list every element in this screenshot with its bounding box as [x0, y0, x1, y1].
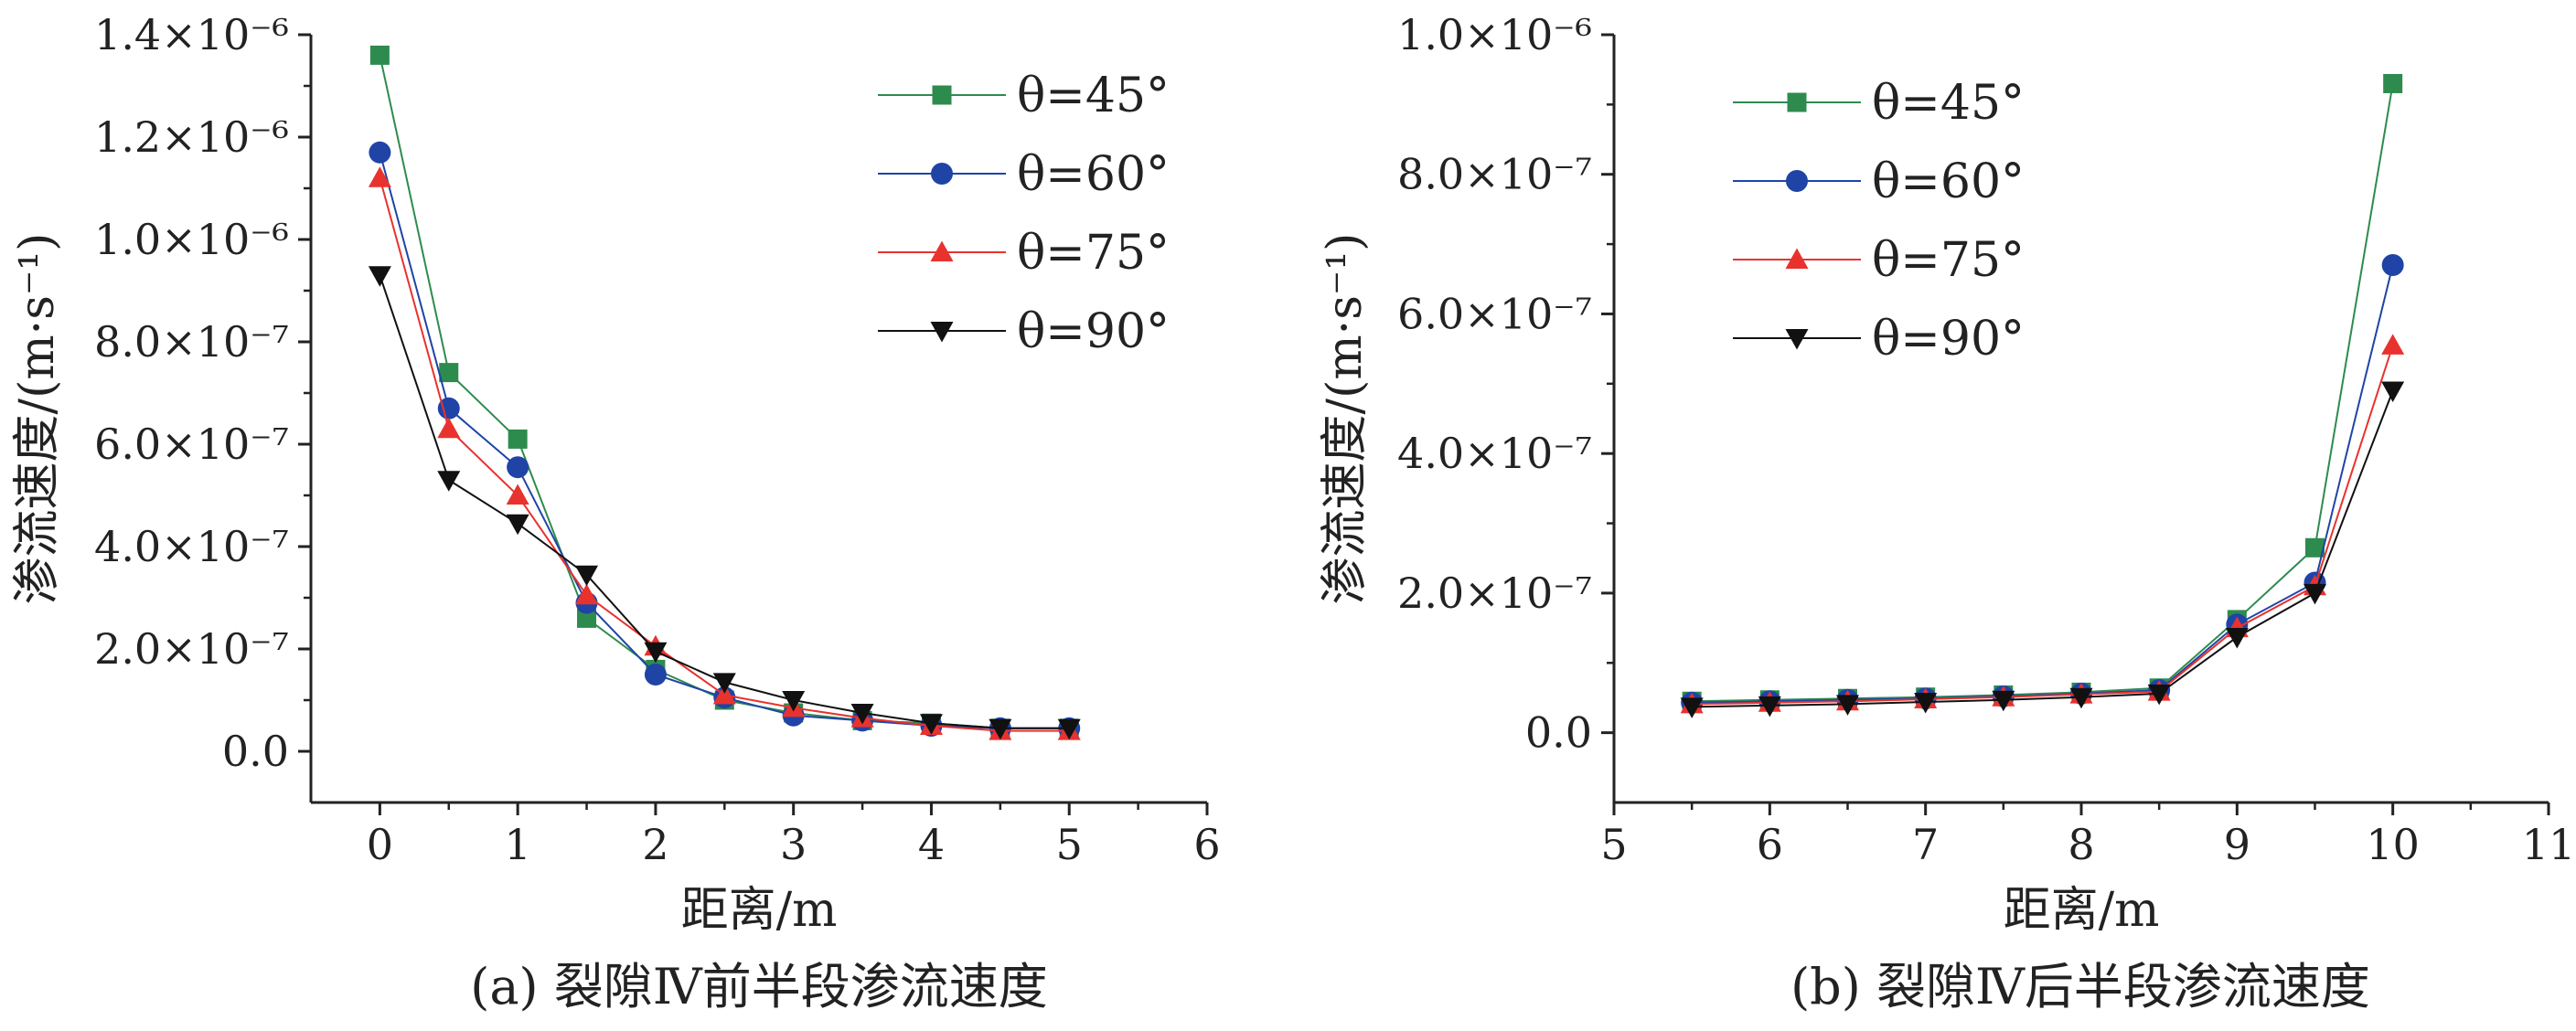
chart-b: 5 6 7 8 9 10 11 0.0 2.0×10⁻⁷ 4.0×10⁻⁷ 6.0×10⁻⁷ 8.0×…	[1318, 10, 2575, 1015]
y-axis-title: 渗流速度/(m·s⁻¹)	[10, 233, 65, 605]
legend-marker	[1785, 248, 1809, 269]
x-tick-label: 6	[1193, 820, 1220, 869]
data-point-series-0	[369, 45, 390, 65]
figure-caption: (b) 裂隙Ⅳ后半段渗流速度	[1790, 958, 2370, 1015]
data-point-series-3	[1836, 695, 1859, 716]
x-tick-label: 9	[2224, 820, 2250, 869]
data-point-series-3	[437, 471, 461, 492]
series-line-2	[1692, 345, 2394, 706]
data-point-series-3	[1758, 696, 1781, 717]
legend-label: θ=75°	[1872, 233, 2025, 288]
legend-label: θ=60°	[1872, 154, 2025, 209]
x-tick-label: 8	[2068, 820, 2094, 869]
data-point-series-2	[506, 484, 529, 505]
data-point-series-0	[2383, 73, 2403, 93]
data-point-series-2	[712, 683, 736, 705]
data-point-series-3	[1914, 693, 1938, 714]
data-point-series-2	[575, 583, 599, 605]
x-tick-label: 10	[2366, 820, 2420, 869]
x-tick-label: 7	[1912, 820, 1939, 869]
data-point-series-3	[2225, 628, 2249, 649]
legend-marker	[931, 163, 953, 185]
legend-label: θ=75°	[1017, 226, 1170, 281]
data-point-series-3	[2069, 687, 2093, 709]
data-point-series-2	[368, 166, 391, 187]
series-line-3	[379, 274, 1070, 729]
data-point-series-3	[506, 514, 529, 536]
x-tick-label: 3	[780, 820, 807, 869]
series-line-3	[1692, 390, 2394, 708]
data-point-series-1	[369, 141, 391, 164]
y-tick-label: 2.0×10⁻⁷	[1397, 569, 1592, 618]
data-point-series-2	[437, 417, 461, 439]
legend-label: θ=60°	[1017, 147, 1170, 202]
data-point-series-0	[577, 608, 597, 628]
legend-marker	[1785, 329, 1809, 350]
x-tick-label: 6	[1757, 820, 1783, 869]
y-tick-label: 4.0×10⁻⁷	[94, 522, 289, 571]
y-tick-label: 2.0×10⁻⁷	[94, 624, 289, 674]
data-point-series-1	[437, 397, 460, 420]
data-point-series-1	[507, 456, 529, 479]
legend-marker	[932, 85, 952, 105]
legend-label: θ=90°	[1872, 312, 2025, 367]
x-tick-label: 2	[642, 820, 668, 869]
data-point-series-3	[575, 565, 599, 587]
data-point-series-3	[2147, 684, 2171, 706]
x-tick-label: 0	[367, 820, 393, 869]
legend-marker	[1787, 92, 1807, 112]
y-tick-label: 0.0	[1525, 708, 1592, 758]
data-point-series-3	[368, 266, 391, 287]
y-tick-label: 8.0×10⁻⁷	[1397, 150, 1592, 199]
data-point-series-0	[439, 363, 459, 383]
legend-label: θ=45°	[1017, 69, 1170, 123]
y-axis-title: 渗流速度/(m·s⁻¹)	[1318, 233, 1373, 605]
data-point-series-3	[644, 642, 668, 664]
data-point-series-3	[1992, 690, 2015, 712]
series-line-1	[379, 152, 1070, 729]
y-tick-label: 1.0×10⁻⁶	[1397, 10, 1592, 59]
legend-marker	[930, 240, 954, 261]
x-axis-title: 距离/m	[2004, 883, 2160, 938]
x-tick-label: 4	[918, 820, 945, 869]
data-point-series-3	[712, 673, 736, 694]
legend-marker	[930, 322, 954, 343]
legend-label: θ=45°	[1872, 76, 2025, 131]
y-tick-label: 4.0×10⁻⁷	[1397, 429, 1592, 478]
data-point-series-3	[989, 718, 1012, 740]
x-tick-label: 11	[2522, 820, 2576, 869]
x-tick-label: 5	[1600, 820, 1627, 869]
series-line-0	[1692, 83, 2394, 703]
data-point-series-3	[1057, 718, 1081, 740]
series-line-2	[379, 177, 1070, 732]
y-tick-label: 1.4×10⁻⁶	[94, 10, 289, 59]
data-point-series-1	[2381, 254, 2404, 276]
data-point-series-3	[850, 704, 874, 725]
figure-caption: (a) 裂隙Ⅳ前半段渗流速度	[470, 958, 1047, 1015]
data-point-series-3	[919, 714, 943, 735]
data-point-series-0	[508, 429, 528, 449]
x-axis-title: 距离/m	[681, 883, 838, 938]
y-tick-label: 1.0×10⁻⁶	[94, 215, 289, 264]
data-point-series-3	[782, 691, 806, 712]
chart-a: 0 1 2 3 4 5 6 0.0 2.0×10⁻⁷ 4.0×10⁻⁷ 6.0×10⁻⁷ 8.0×10…	[10, 10, 1221, 1015]
legend-label: θ=90°	[1017, 304, 1170, 359]
x-tick-label: 5	[1056, 820, 1083, 869]
y-tick-label: 8.0×10⁻⁷	[94, 317, 289, 367]
series-line-0	[379, 55, 1070, 729]
data-point-series-0	[2305, 537, 2325, 558]
data-point-series-1	[644, 664, 667, 686]
y-tick-label: 1.2×10⁻⁶	[94, 112, 289, 162]
data-point-series-3	[1680, 697, 1704, 718]
y-tick-label: 0.0	[222, 727, 289, 776]
data-point-series-3	[2303, 583, 2326, 605]
y-tick-label: 6.0×10⁻⁷	[1397, 289, 1592, 338]
data-point-series-2	[2381, 334, 2405, 355]
y-tick-label: 6.0×10⁻⁷	[94, 420, 289, 469]
x-tick-label: 1	[505, 820, 531, 869]
legend-marker	[1786, 170, 1808, 192]
data-point-series-3	[2381, 381, 2405, 402]
